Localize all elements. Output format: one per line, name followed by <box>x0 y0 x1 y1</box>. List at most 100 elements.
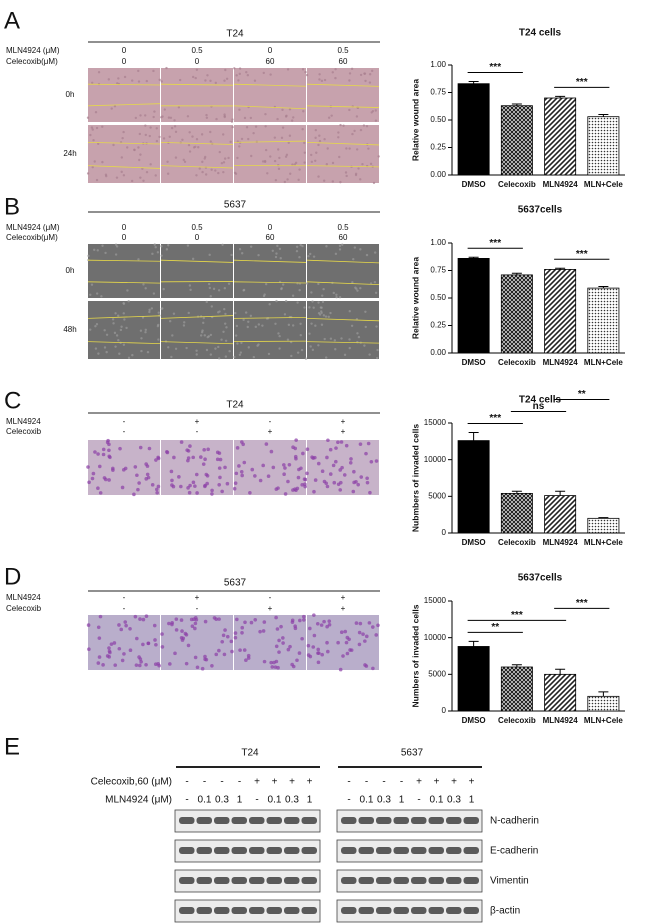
cell <box>327 619 332 623</box>
cell <box>189 617 194 622</box>
bar <box>544 673 577 712</box>
cell <box>351 281 354 284</box>
cell <box>317 282 320 286</box>
cell <box>311 300 314 303</box>
row-label: MLN4924 <box>6 417 41 426</box>
cell <box>345 147 348 150</box>
cell <box>218 310 221 313</box>
y-tick-label: 0.75 <box>430 88 446 97</box>
cell <box>358 621 363 626</box>
cell <box>120 325 123 328</box>
cell <box>354 621 359 625</box>
cell <box>144 331 147 334</box>
cell <box>261 629 266 633</box>
blot-band <box>249 907 265 914</box>
cell <box>165 449 169 454</box>
condition-value: + <box>341 604 346 613</box>
condition-value: 0 <box>122 223 127 232</box>
cell <box>155 139 159 143</box>
cell <box>179 484 183 489</box>
cell <box>204 173 208 176</box>
cell <box>225 326 228 329</box>
cell <box>227 282 231 285</box>
cell <box>214 169 217 172</box>
cell <box>186 449 191 453</box>
cell <box>101 244 104 247</box>
blot-frame <box>336 809 483 833</box>
cell <box>261 463 265 468</box>
cell <box>348 338 351 341</box>
cell <box>302 110 305 113</box>
cell <box>160 632 164 636</box>
cell <box>212 287 216 291</box>
blot-band <box>358 847 374 854</box>
time-label: 48h <box>63 325 76 334</box>
cell <box>334 348 337 351</box>
condition-value: 60 <box>266 233 275 242</box>
cell <box>307 254 310 258</box>
time-label: 24h <box>63 149 76 158</box>
cell <box>331 180 335 183</box>
cell <box>297 178 300 182</box>
cell <box>181 138 184 141</box>
cell <box>356 482 360 487</box>
cell <box>258 478 263 483</box>
cell <box>138 663 142 668</box>
cell <box>286 479 290 484</box>
cell <box>165 248 169 251</box>
x-tick-label: Celecoxib <box>498 716 536 725</box>
lane-value: - <box>382 777 385 788</box>
cell <box>365 480 370 485</box>
cell <box>114 253 118 256</box>
blot-frame <box>336 899 483 923</box>
cell <box>348 147 351 150</box>
cell <box>369 162 373 166</box>
cell <box>368 73 372 76</box>
cell <box>269 660 273 665</box>
cell <box>144 114 147 117</box>
condition-value: - <box>269 593 272 602</box>
cell <box>202 321 205 325</box>
cell <box>223 465 227 470</box>
lane-value: 1 <box>399 795 405 806</box>
cell <box>187 490 192 495</box>
cell <box>345 635 350 640</box>
blot-band <box>249 847 265 854</box>
y-tick-label: 0.50 <box>430 115 446 124</box>
cell <box>155 490 159 495</box>
cell <box>339 180 342 184</box>
cell <box>282 472 286 477</box>
cell <box>248 490 252 495</box>
cell <box>118 446 122 451</box>
cell <box>277 148 280 151</box>
cell <box>141 316 145 319</box>
cell <box>188 150 192 153</box>
cell <box>126 289 129 292</box>
cell <box>135 636 139 641</box>
cell <box>371 625 375 629</box>
cell <box>155 127 158 130</box>
cell <box>238 353 242 356</box>
cell <box>210 168 213 171</box>
cell <box>351 489 356 494</box>
cell <box>117 623 121 627</box>
group-label: T24 <box>241 748 259 759</box>
cell <box>362 124 366 127</box>
blot-frame <box>174 809 321 833</box>
cell <box>122 312 125 315</box>
cell <box>329 311 332 315</box>
cell <box>166 160 169 163</box>
cell <box>133 465 138 469</box>
cell <box>345 174 348 178</box>
cell <box>288 108 292 111</box>
micrograph <box>307 68 379 122</box>
blot-band <box>376 907 392 914</box>
micrograph <box>234 301 306 359</box>
protein-label: E-cadherin <box>490 846 538 857</box>
cell <box>296 351 300 354</box>
lane-value: + <box>307 777 313 788</box>
cell <box>86 116 90 119</box>
x-tick-label: MLN4924 <box>543 358 579 367</box>
cell <box>303 477 308 482</box>
cell <box>86 465 90 469</box>
